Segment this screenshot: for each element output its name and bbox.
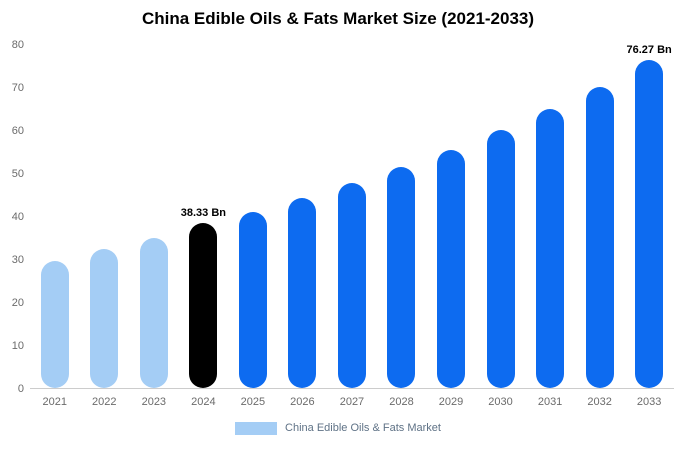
legend-swatch bbox=[235, 422, 278, 435]
x-tick-label-2031: 2031 bbox=[537, 396, 563, 408]
x-tick-label-2022: 2022 bbox=[92, 396, 117, 408]
legend-label: China Edible Oils & Fats Market bbox=[285, 422, 441, 434]
x-tick-label-2023: 2023 bbox=[141, 396, 167, 408]
bar-2030[interactable] bbox=[486, 130, 515, 388]
bar-column-2033: 76.27 Bn bbox=[624, 44, 674, 388]
bar-2023[interactable] bbox=[139, 238, 168, 388]
bar-column-2026 bbox=[278, 44, 328, 388]
x-tick-label-2030: 2030 bbox=[488, 396, 513, 408]
y-tick-label-20: 20 bbox=[11, 297, 24, 309]
y-tick-label-60: 60 bbox=[11, 125, 24, 137]
bar-value-label-2033: 76.27 Bn bbox=[626, 44, 672, 56]
bar-2021[interactable] bbox=[40, 261, 69, 388]
y-tick-label-40: 40 bbox=[11, 211, 24, 223]
bar-column-2031 bbox=[525, 44, 575, 388]
legend[interactable]: China Edible Oils & Fats Market bbox=[2, 422, 674, 435]
x-tick-label-2032: 2032 bbox=[587, 396, 612, 408]
bar-2024[interactable] bbox=[189, 223, 218, 388]
x-tick-label-2029: 2029 bbox=[438, 396, 464, 408]
bar-column-2024: 38.33 Bn bbox=[179, 44, 229, 388]
bar-2028[interactable] bbox=[387, 167, 416, 388]
x-tick-label-2024: 2024 bbox=[191, 396, 216, 408]
y-tick-label-0: 0 bbox=[17, 383, 24, 395]
bar-column-2030 bbox=[476, 44, 526, 388]
y-tick-label-70: 70 bbox=[11, 82, 24, 94]
bar-2027[interactable] bbox=[337, 183, 366, 388]
bar-2026[interactable] bbox=[288, 198, 317, 388]
bar-2032[interactable] bbox=[585, 87, 614, 388]
x-tick-label-2025: 2025 bbox=[240, 396, 266, 408]
bar-2033[interactable] bbox=[635, 60, 664, 388]
bar-value-label-2024: 38.33 Bn bbox=[180, 207, 226, 219]
y-tick-label-30: 30 bbox=[11, 254, 24, 266]
bar-column-2028 bbox=[377, 44, 427, 388]
bar-column-2022 bbox=[80, 44, 130, 388]
bar-2031[interactable] bbox=[536, 109, 565, 388]
bar-2022[interactable] bbox=[90, 249, 119, 388]
bar-column-2032 bbox=[575, 44, 625, 388]
x-tick-label-2021: 2021 bbox=[42, 396, 67, 408]
x-tick-label-2026: 2026 bbox=[290, 396, 315, 408]
bar-column-2021 bbox=[30, 44, 80, 388]
bar-column-2025 bbox=[228, 44, 278, 388]
x-axis: 2021 2022 2023 2024 2025 2026 2027 2028 2029 2030… bbox=[30, 389, 674, 409]
chart-body: 0 10 20 30 40 50 60 70 80 38.33 Bn 76.27 Bn bbox=[2, 39, 674, 395]
bar-2029[interactable] bbox=[437, 150, 466, 388]
x-tick-label-2033: 2033 bbox=[636, 396, 662, 408]
bar-column-2023 bbox=[129, 44, 179, 388]
bar-column-2029 bbox=[426, 44, 476, 388]
x-tick-label-2027: 2027 bbox=[339, 396, 365, 408]
y-tick-label-10: 10 bbox=[11, 340, 24, 352]
y-tick-label-80: 80 bbox=[11, 39, 24, 51]
y-tick-label-50: 50 bbox=[11, 168, 24, 180]
bar-2025[interactable] bbox=[238, 212, 267, 388]
x-tick-label-2028: 2028 bbox=[389, 396, 414, 408]
chart-title: China Edible Oils & Fats Market Size (20… bbox=[141, 9, 535, 28]
y-axis: 0 10 20 30 40 50 60 70 80 bbox=[2, 39, 30, 395]
plot-area: 38.33 Bn 76.27 Bn bbox=[30, 44, 674, 389]
bar-column-2027 bbox=[327, 44, 377, 388]
